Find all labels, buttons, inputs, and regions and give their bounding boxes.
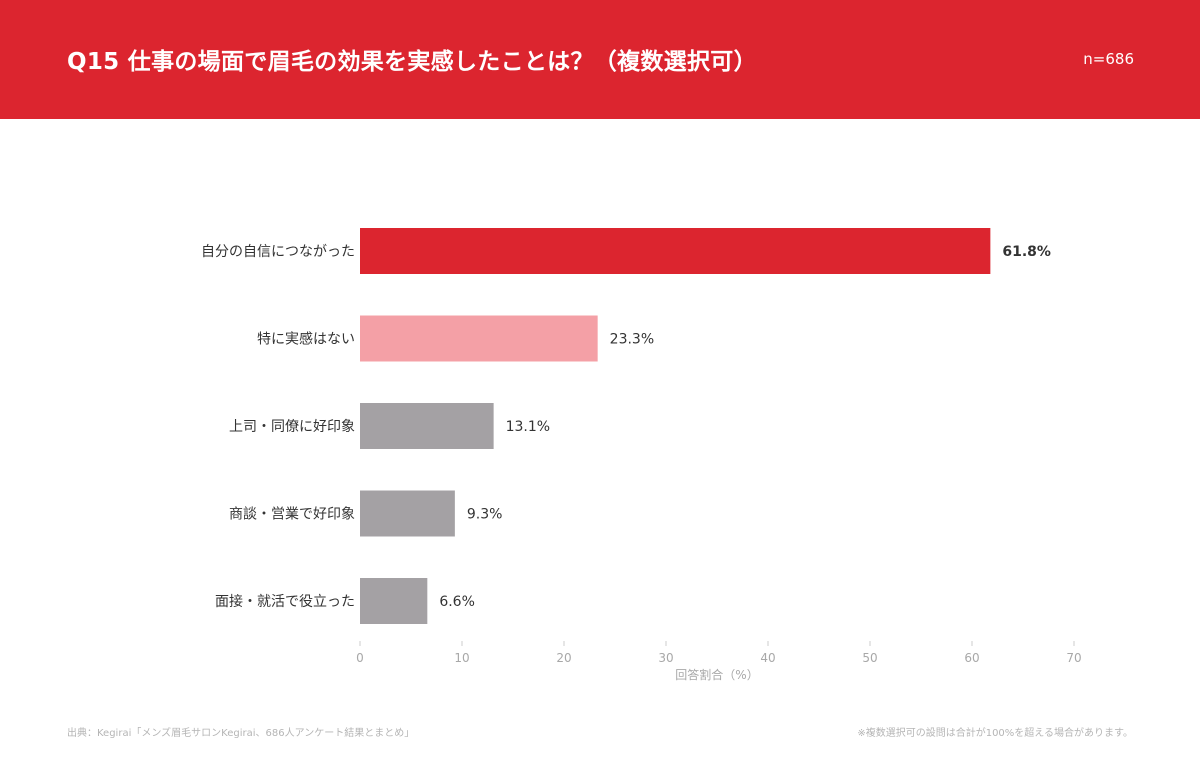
- bar-1: [360, 228, 991, 274]
- x-tick-label-70: 70: [1066, 651, 1081, 665]
- x-tick-label-60: 60: [964, 651, 979, 665]
- x-tick-label-10: 10: [454, 651, 469, 665]
- value-label-2: 23.3%: [610, 332, 654, 348]
- value-label-4: 9.3%: [467, 507, 503, 523]
- bar-2: [360, 315, 598, 362]
- sample-size-label: n=686: [1083, 50, 1134, 68]
- category-label-3: 上司・同僚に好印象: [229, 419, 355, 435]
- x-axis-title: 回答割合（%）: [675, 667, 758, 682]
- bar-3: [360, 403, 494, 449]
- bar-5: [360, 578, 428, 624]
- x-tick-label-50: 50: [862, 651, 877, 665]
- source-footnote: 出典：Kegirai「メンズ眉毛サロンKegirai、686人アンケート結果とま…: [67, 728, 415, 739]
- category-label-2: 特に実感はない: [257, 331, 355, 348]
- value-label-3: 13.1%: [506, 419, 550, 435]
- x-tick-label-30: 30: [658, 651, 673, 665]
- category-label-4: 商談・営業で好印象: [229, 507, 355, 523]
- category-label-1: 自分の自信につながった: [201, 244, 355, 260]
- category-label-5: 面接・就活で役立った: [215, 593, 355, 610]
- chart-title: Q15 仕事の場面で眉毛の効果を実感したことは？（複数選択可）: [67, 49, 757, 75]
- header-banner: Q15 仕事の場面で眉毛の効果を実感したことは？（複数選択可） n=686: [0, 0, 1200, 119]
- disclaimer-footnote: ※複数選択可の設問は合計が100%を超える場合があります。: [857, 728, 1133, 739]
- x-tick-label-0: 0: [356, 651, 364, 665]
- bar-4: [360, 490, 455, 537]
- x-tick-label-40: 40: [760, 651, 775, 665]
- value-label-5: 6.6%: [439, 594, 475, 610]
- x-tick-label-20: 20: [556, 651, 571, 665]
- value-label-1: 61.8%: [1002, 244, 1051, 260]
